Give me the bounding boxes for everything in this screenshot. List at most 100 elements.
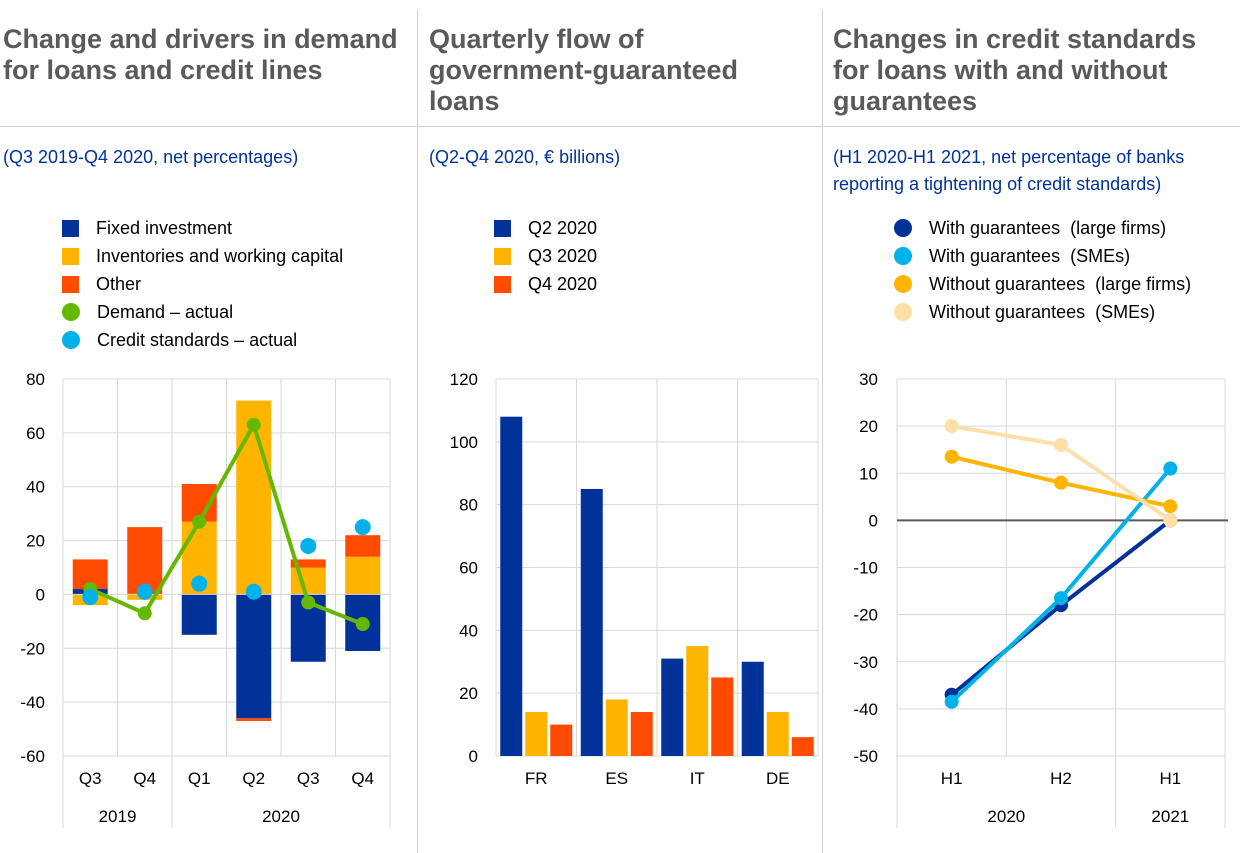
- legend-item: Q3 2020: [494, 242, 597, 270]
- bar-segment: [236, 718, 272, 721]
- y-tick-label: 30: [859, 370, 878, 389]
- bar: [766, 712, 789, 756]
- bar: [605, 699, 628, 756]
- panel-subtitle: (Q2-Q4 2020, € billions): [429, 147, 621, 167]
- legend-label: Other: [96, 274, 142, 294]
- bar-segment: [290, 559, 326, 568]
- series-point: [1163, 499, 1178, 514]
- panel-subtitle: (Q3 2019-Q4 2020, net percentages): [3, 147, 299, 167]
- legend-label: With guarantees (SMEs): [929, 246, 1131, 266]
- x-tick-label: Q1: [188, 769, 211, 788]
- legend-item: Fixed investment: [62, 214, 343, 242]
- legend-label: Without guarantees (SMEs): [929, 302, 1156, 322]
- legend-item: Without guarantees (large firms): [894, 270, 1191, 298]
- y-tick-label: -20: [20, 639, 45, 658]
- x-group-label: 2020: [262, 807, 300, 826]
- y-tick-label: -40: [20, 693, 45, 712]
- legend-swatch: [494, 247, 511, 265]
- legend-swatch: [62, 219, 79, 237]
- panel-subtitle: (H1 2020-H1 2021, net percentage of bank…: [833, 147, 1185, 194]
- x-tick-label: H1: [941, 769, 963, 788]
- credit-standards-point: [354, 519, 371, 536]
- legend-swatch: [62, 247, 79, 265]
- demand-drivers-chart: -60 -40 -20 0 20 40 60 80 Q3 Q4 Q1 Q2 Q3 Q4 2019 2020: [20, 370, 391, 828]
- legend-label: Demand – actual: [97, 302, 234, 322]
- bar: [580, 488, 603, 756]
- legend-label: Without guarantees (large firms): [929, 274, 1192, 294]
- x-tick-label: DE: [766, 769, 790, 788]
- series-point: [1054, 591, 1068, 606]
- series-point: [944, 694, 959, 709]
- y-tick-label: 10: [859, 464, 878, 483]
- legend-swatch: [494, 219, 511, 237]
- x-tick-label: IT: [690, 769, 705, 788]
- panel-separator: [417, 10, 418, 853]
- credit-standards-point: [136, 583, 153, 600]
- y-tick-label: 100: [450, 433, 478, 452]
- y-tick-label: -10: [853, 559, 878, 578]
- legend-marker: [62, 303, 80, 321]
- y-tick-label: 20: [459, 684, 478, 703]
- bar: [791, 737, 814, 756]
- legend-item: Credit standards – actual: [62, 326, 343, 354]
- legend: With guarantees (large firms) With guara…: [894, 214, 1191, 326]
- demand-point: [192, 514, 207, 529]
- y-tick-label: -20: [853, 606, 878, 625]
- series-point: [1163, 461, 1178, 476]
- credit-standards-point: [245, 583, 262, 600]
- bar: [500, 416, 523, 756]
- legend-item: Without guarantees (SMEs): [894, 298, 1191, 326]
- legend-label: Fixed investment: [96, 218, 233, 238]
- x-tick-label: Q3: [297, 769, 320, 788]
- x-group-label: 2020: [987, 807, 1025, 826]
- legend: Fixed investment Inventories and working…: [62, 214, 343, 354]
- bar-segment: [345, 556, 381, 595]
- legend-label: Inventories and working capital: [96, 246, 344, 266]
- demand-point: [246, 417, 261, 432]
- y-tick-label: 20: [859, 417, 878, 436]
- series-point: [1054, 437, 1068, 452]
- bar: [550, 724, 573, 756]
- legend-item: Demand – actual: [62, 298, 343, 326]
- x-tick-label: Q4: [351, 769, 374, 788]
- series-point: [1054, 475, 1068, 490]
- bar-segment: [181, 594, 217, 635]
- x-tick-label: ES: [605, 769, 628, 788]
- bar-segment: [290, 567, 326, 595]
- legend-label: Q4 2020: [528, 274, 598, 294]
- x-tick-label: FR: [525, 769, 548, 788]
- y-tick-label: -40: [853, 700, 878, 719]
- demand-line: [89, 419, 364, 626]
- credit-standards-chart: -50 -40 -30 -20 -10 0 10 20 30 H1 H2 H1 2020 2021: [853, 370, 1228, 828]
- y-tick-label: -30: [853, 653, 878, 672]
- legend-label: With guarantees (large firms): [929, 218, 1167, 238]
- header-separator: [0, 126, 1240, 127]
- legend-item: Q4 2020: [494, 270, 597, 298]
- legend-item: Inventories and working capital: [62, 242, 343, 270]
- bar: [686, 646, 709, 756]
- y-tick-label: -50: [853, 747, 878, 766]
- bar-segment: [236, 594, 272, 719]
- legend-label: Credit standards – actual: [97, 330, 298, 350]
- y-tick-label: 60: [26, 424, 45, 443]
- legend-swatch: [62, 275, 79, 293]
- legend-marker: [894, 303, 912, 321]
- y-tick-label: 40: [26, 478, 45, 497]
- y-tick-label: 120: [450, 370, 478, 389]
- y-tick-label: -60: [20, 747, 45, 766]
- legend-item: With guarantees (SMEs): [894, 242, 1191, 270]
- x-tick-label: Q2: [242, 769, 265, 788]
- legend-item: Other: [62, 270, 343, 298]
- bar: [630, 712, 653, 756]
- legend-marker: [894, 219, 912, 237]
- credit-standards-point: [191, 575, 208, 592]
- y-tick-label: 40: [459, 621, 478, 640]
- legend: Q2 2020 Q3 2020 Q4 2020: [494, 214, 597, 298]
- bar-segment: [345, 535, 381, 557]
- legend-swatch: [494, 275, 511, 293]
- y-tick-label: 60: [459, 559, 478, 578]
- bar: [741, 661, 764, 756]
- x-tick-label: H1: [1159, 769, 1181, 788]
- guaranteed-loans-chart: 0 20 40 60 80 100 120 FR ES IT DE: [450, 370, 819, 788]
- x-group-label: 2019: [99, 807, 137, 826]
